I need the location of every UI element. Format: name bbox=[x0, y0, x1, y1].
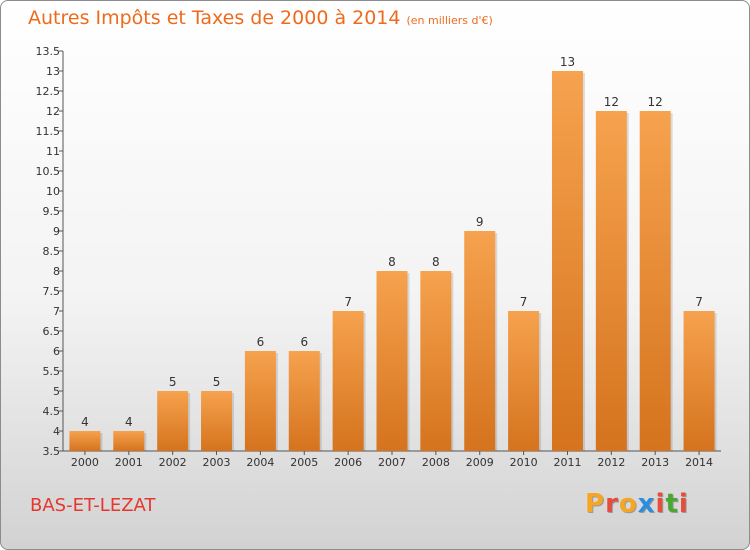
y-tick-label: 7 bbox=[53, 305, 60, 318]
bar-2004 bbox=[244, 351, 276, 451]
y-tick-label: 4.5 bbox=[43, 405, 61, 418]
x-tick-label: 2002 bbox=[159, 456, 187, 469]
bar-value-label: 4 bbox=[125, 415, 133, 429]
y-tick-label: 5 bbox=[53, 385, 60, 398]
y-tick-label: 6.5 bbox=[43, 325, 61, 338]
bar-value-label: 12 bbox=[648, 95, 663, 109]
y-tick-label: 9 bbox=[53, 225, 60, 238]
logo-letter: i bbox=[655, 489, 666, 519]
x-tick-label: 2005 bbox=[290, 456, 318, 469]
bar-2012 bbox=[595, 111, 627, 451]
bar-2009 bbox=[464, 231, 496, 451]
x-tick-label: 2011 bbox=[553, 456, 581, 469]
x-tick-label: 2013 bbox=[641, 456, 669, 469]
x-tick-label: 2003 bbox=[203, 456, 231, 469]
bar-2003 bbox=[201, 391, 233, 451]
y-tick-label: 5.5 bbox=[43, 365, 61, 378]
x-axis: 2000 2001 2002 2003 2004 2005 2006 2007 2008 2009… bbox=[63, 450, 721, 469]
bar-2002 bbox=[157, 391, 189, 451]
bar-value-label: 7 bbox=[344, 295, 352, 309]
chart-title-text: Autres Impôts et Taxes de 2000 à 2014 bbox=[28, 7, 401, 29]
x-tick-label: 2014 bbox=[685, 456, 713, 469]
bar-value-label: 8 bbox=[388, 255, 396, 269]
y-tick-label: 8 bbox=[53, 265, 60, 278]
proxiti-logo: Proxiti bbox=[585, 489, 689, 519]
logo-letter: P bbox=[585, 489, 606, 519]
bar-2010 bbox=[508, 311, 540, 451]
bar-value-label: 12 bbox=[604, 95, 619, 109]
bar-value-label: 5 bbox=[213, 375, 221, 389]
x-tick-label: 2004 bbox=[246, 456, 274, 469]
bar-2001 bbox=[113, 431, 145, 451]
bar-value-label: 7 bbox=[520, 295, 528, 309]
bar-value-label: 8 bbox=[432, 255, 440, 269]
logo-letter: r bbox=[605, 489, 619, 519]
chart-title: Autres Impôts et Taxes de 2000 à 2014 (en… bbox=[28, 7, 493, 29]
bar-value-label: 6 bbox=[257, 335, 265, 349]
bar-2000 bbox=[69, 431, 101, 451]
x-tick-label: 2000 bbox=[71, 456, 99, 469]
bar-2006 bbox=[332, 311, 364, 451]
logo-letter: o bbox=[618, 489, 638, 519]
bar-2011 bbox=[551, 71, 583, 451]
y-tick-label: 11 bbox=[46, 145, 60, 158]
y-tick-label: 10.5 bbox=[36, 165, 61, 178]
x-tick-label: 2007 bbox=[378, 456, 406, 469]
y-tick-label: 11.5 bbox=[36, 125, 61, 138]
y-tick-label: 12 bbox=[46, 105, 60, 118]
bar-2014 bbox=[683, 311, 715, 451]
bar-value-label: 7 bbox=[695, 295, 703, 309]
bar-2005 bbox=[288, 351, 320, 451]
commune-name: BAS-ET-LEZAT bbox=[30, 495, 156, 516]
y-tick-label: 9.5 bbox=[43, 205, 61, 218]
y-tick-label: 7.5 bbox=[43, 285, 61, 298]
y-tick-label: 3.5 bbox=[43, 445, 61, 458]
x-tick-label: 2006 bbox=[334, 456, 362, 469]
y-tick-label: 10 bbox=[46, 185, 60, 198]
y-tick-label: 13 bbox=[46, 65, 60, 78]
y-tick-label: 12.5 bbox=[36, 85, 61, 98]
bar-value-label: 6 bbox=[300, 335, 308, 349]
x-tick-label: 2001 bbox=[115, 456, 143, 469]
bar-value-label: 5 bbox=[169, 375, 177, 389]
y-tick-label: 8.5 bbox=[43, 245, 61, 258]
y-axis: 3.5 4 4.5 5 5.5 6 6.5 7 7.5 8 8.5 9 9.5 10 10.5 11 11.5 1… bbox=[36, 45, 64, 458]
y-tick-label: 6 bbox=[53, 345, 60, 358]
logo-letter: t bbox=[665, 489, 679, 519]
x-tick-label: 2008 bbox=[422, 456, 450, 469]
bar-2007 bbox=[376, 271, 408, 451]
logo-letter: x bbox=[637, 489, 656, 519]
chart-unit-note: (en milliers d'€) bbox=[406, 14, 493, 27]
bar-value-label: 13 bbox=[560, 55, 575, 69]
logo-letter: i bbox=[678, 489, 689, 519]
y-tick-label: 13.5 bbox=[36, 45, 61, 58]
bar-value-label: 9 bbox=[476, 215, 484, 229]
x-tick-label: 2009 bbox=[466, 456, 494, 469]
x-tick-label: 2012 bbox=[597, 456, 625, 469]
x-tick-label: 2010 bbox=[510, 456, 538, 469]
bar-2013 bbox=[639, 111, 671, 451]
bar-value-label: 4 bbox=[81, 415, 89, 429]
bar-series: 4 4 5 5 6 6 7 8 8 9 7 13 12 12 7 bbox=[69, 55, 717, 451]
bar-2008 bbox=[420, 271, 452, 451]
y-tick-label: 4 bbox=[53, 425, 60, 438]
